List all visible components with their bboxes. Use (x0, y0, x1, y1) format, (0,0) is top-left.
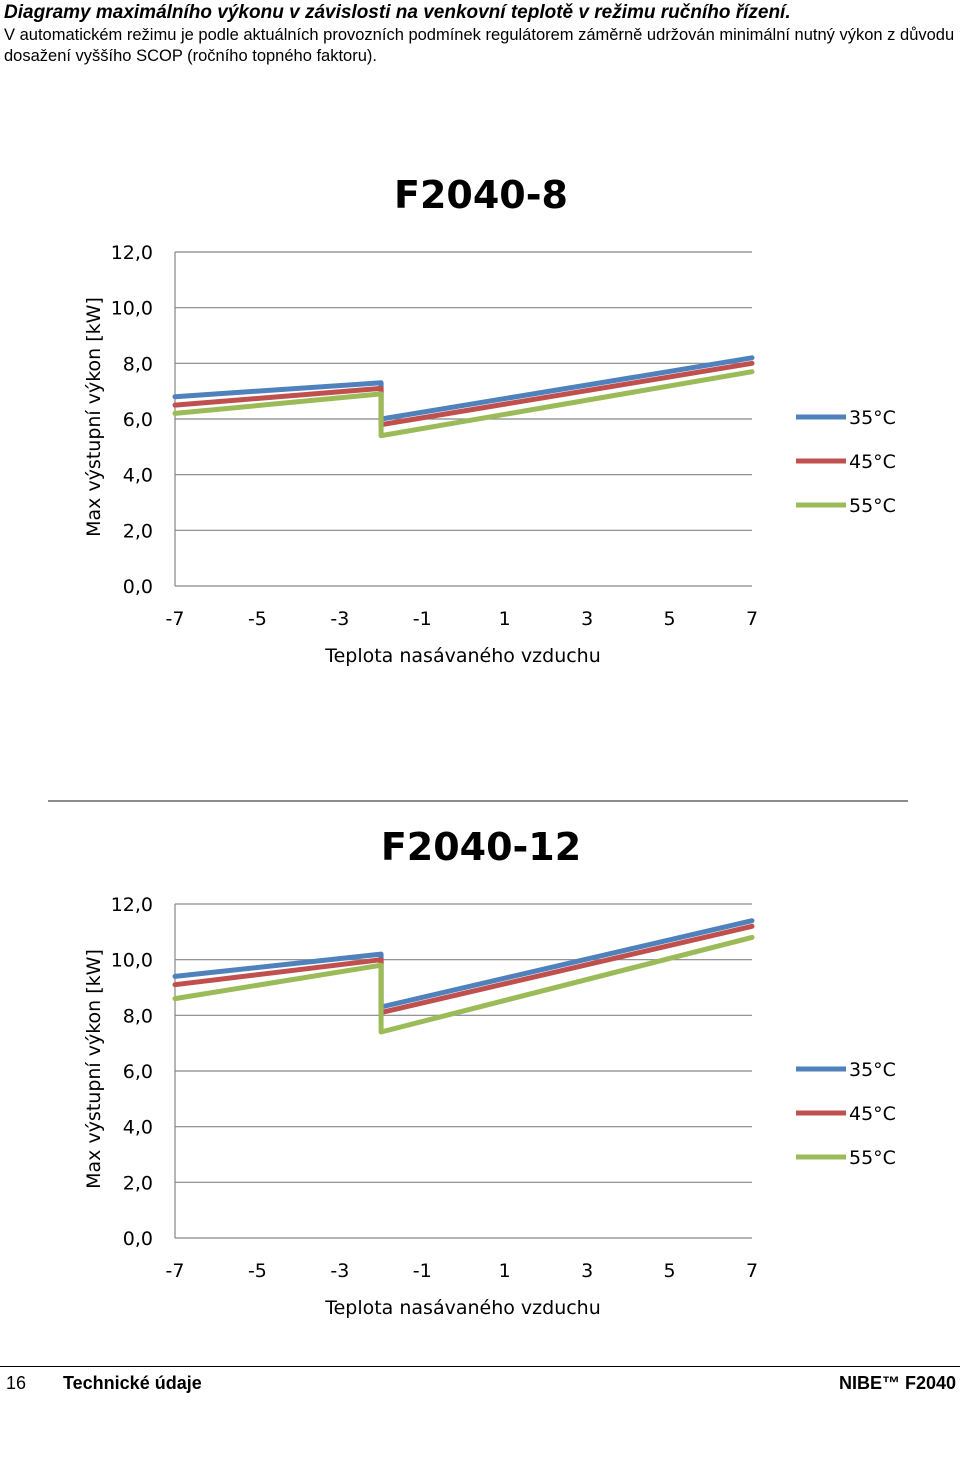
y-tick-label: 8,0 (123, 353, 153, 375)
y-tick-label: 2,0 (123, 520, 153, 542)
x-tick-label: 3 (581, 1260, 593, 1282)
y-tick-label: 6,0 (123, 409, 153, 431)
page-number: 16 (6, 1373, 27, 1393)
series-line-55-c (172, 934, 755, 1035)
x-axis-label: Teplota nasávaného vzduchu (324, 1297, 601, 1319)
chart-svg: F2040-8 0,0 2,0 4,0 6,0 8,0 10,0 12,0 -7 -5 -3 -1 1 3… (83, 173, 896, 667)
y-tick-label: 6,0 (123, 1061, 153, 1083)
y-tick-label: 12,0 (111, 894, 153, 916)
x-tick-label: 3 (581, 608, 593, 630)
x-tick-label: -1 (413, 608, 432, 630)
x-tick-label: -3 (330, 608, 349, 630)
legend-label: 35°C (849, 407, 896, 429)
y-tick-label: 10,0 (111, 298, 153, 320)
y-tick-label: 4,0 (123, 465, 153, 487)
y-tick-label: 4,0 (123, 1117, 153, 1139)
x-tick-label: 7 (746, 1260, 758, 1282)
x-tick-label: -7 (166, 1260, 185, 1282)
y-axis-label: Max výstupní výkon [kW] (83, 949, 105, 1189)
section-divider (48, 800, 908, 802)
legend-label: 55°C (849, 1147, 896, 1169)
footer-brand: NIBE™ F2040 (838, 1373, 956, 1393)
x-tick-label: 5 (664, 608, 676, 630)
y-tick-label: 0,0 (123, 576, 153, 598)
page-footer: 16 Technické údaje NIBE™ F2040 (0, 1366, 960, 1395)
intro-paragraph: V automatickém režimu je podle aktuálníc… (4, 26, 955, 65)
x-tick-label: 7 (746, 608, 758, 630)
legend-label: 55°C (849, 495, 896, 517)
chart-title: F2040-12 (381, 825, 581, 869)
x-tick-label: 5 (664, 1260, 676, 1282)
footer-section-title: Technické údaje (63, 1373, 202, 1393)
x-tick-label: -5 (248, 608, 267, 630)
chart-f2040-12: F2040-12 0,0 2,0 4,0 6,0 8,0 10,0 12,0 -7 -5 -3 -1 1… (0, 802, 960, 1462)
y-tick-label: 12,0 (111, 242, 153, 264)
y-tick-label: 8,0 (123, 1005, 153, 1027)
y-tick-label: 10,0 (111, 950, 153, 972)
x-tick-label: -7 (166, 608, 185, 630)
x-tick-label: 1 (499, 1260, 511, 1282)
chart-title: F2040-8 (394, 173, 568, 217)
legend-label: 45°C (849, 1103, 896, 1125)
legend-label: 45°C (849, 451, 896, 473)
x-tick-label: 1 (499, 608, 511, 630)
y-tick-label: 2,0 (123, 1172, 153, 1194)
y-axis-label: Max výstupní výkon [kW] (83, 297, 105, 537)
legend-label: 35°C (849, 1059, 896, 1081)
x-axis-label: Teplota nasávaného vzduchu (324, 645, 601, 667)
x-tick-label: -5 (248, 1260, 267, 1282)
page-heading: Diagramy maximálního výkonu v závislosti… (4, 2, 791, 23)
series-line-55-c (172, 369, 755, 439)
x-tick-label: -1 (413, 1260, 432, 1282)
chart-f2040-8: F2040-8 0,0 2,0 4,0 6,0 8,0 10,0 12,0 -7 -5 -3 -1 1 3… (0, 150, 960, 810)
y-tick-label: 0,0 (123, 1228, 153, 1250)
chart-svg: F2040-12 0,0 2,0 4,0 6,0 8,0 10,0 12,0 -7 -5 -3 -1 1… (83, 825, 896, 1319)
x-tick-label: -3 (330, 1260, 349, 1282)
